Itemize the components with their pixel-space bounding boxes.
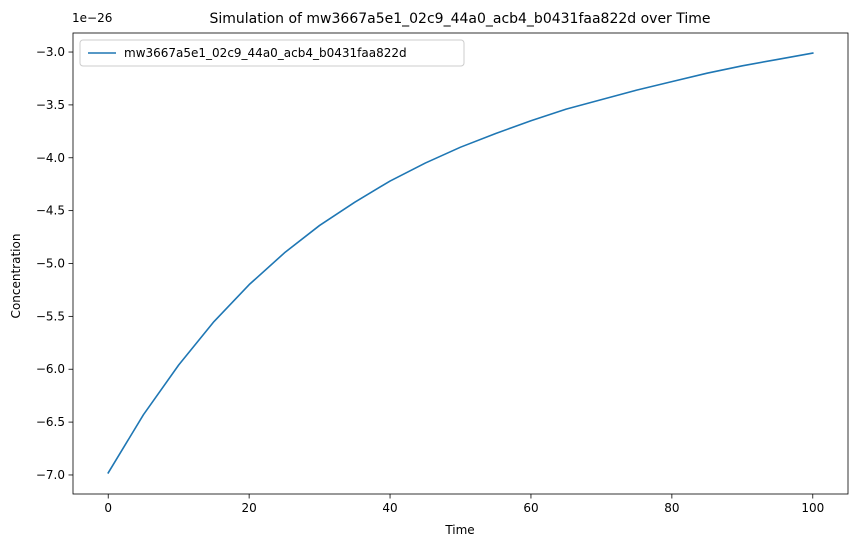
y-tick-label: −4.0 [36,151,65,165]
y-tick-label: −6.0 [36,362,65,376]
legend-label-0: mw3667a5e1_02c9_44a0_acb4_b0431faa822d [124,46,407,60]
axis-ticks: 0 20 40 60 80 100 −7.0 −6.5 −6.0 −5.5 −5.0 −4.5 −4.0… [36,45,824,515]
x-tick-label: 80 [664,501,679,515]
series-line-0 [107,52,814,474]
x-tick-label: 20 [241,501,256,515]
y-tick-label: −5.0 [36,257,65,271]
y-axis-label: Concentration [9,234,23,319]
y-tick-label: −5.5 [36,309,65,323]
y-tick-label: −4.5 [36,204,65,218]
chart-title: Simulation of mw3667a5e1_02c9_44a0_acb4_… [209,11,710,27]
x-tick-label: 40 [382,501,397,515]
x-tick-label: 60 [523,501,538,515]
x-axis-label: Time [444,523,474,537]
legend: mw3667a5e1_02c9_44a0_acb4_b0431faa822d [79,39,465,67]
y-tick-label: −3.5 [36,98,65,112]
y-tick-label: −3.0 [36,45,65,59]
y-tick-label: −7.0 [36,468,65,482]
y-tick-label: −6.5 [36,415,65,429]
x-tick-label: 0 [104,501,112,515]
y-axis-offset-text: 1e−26 [72,11,112,25]
x-tick-label: 100 [801,501,824,515]
legend-box [79,39,465,67]
